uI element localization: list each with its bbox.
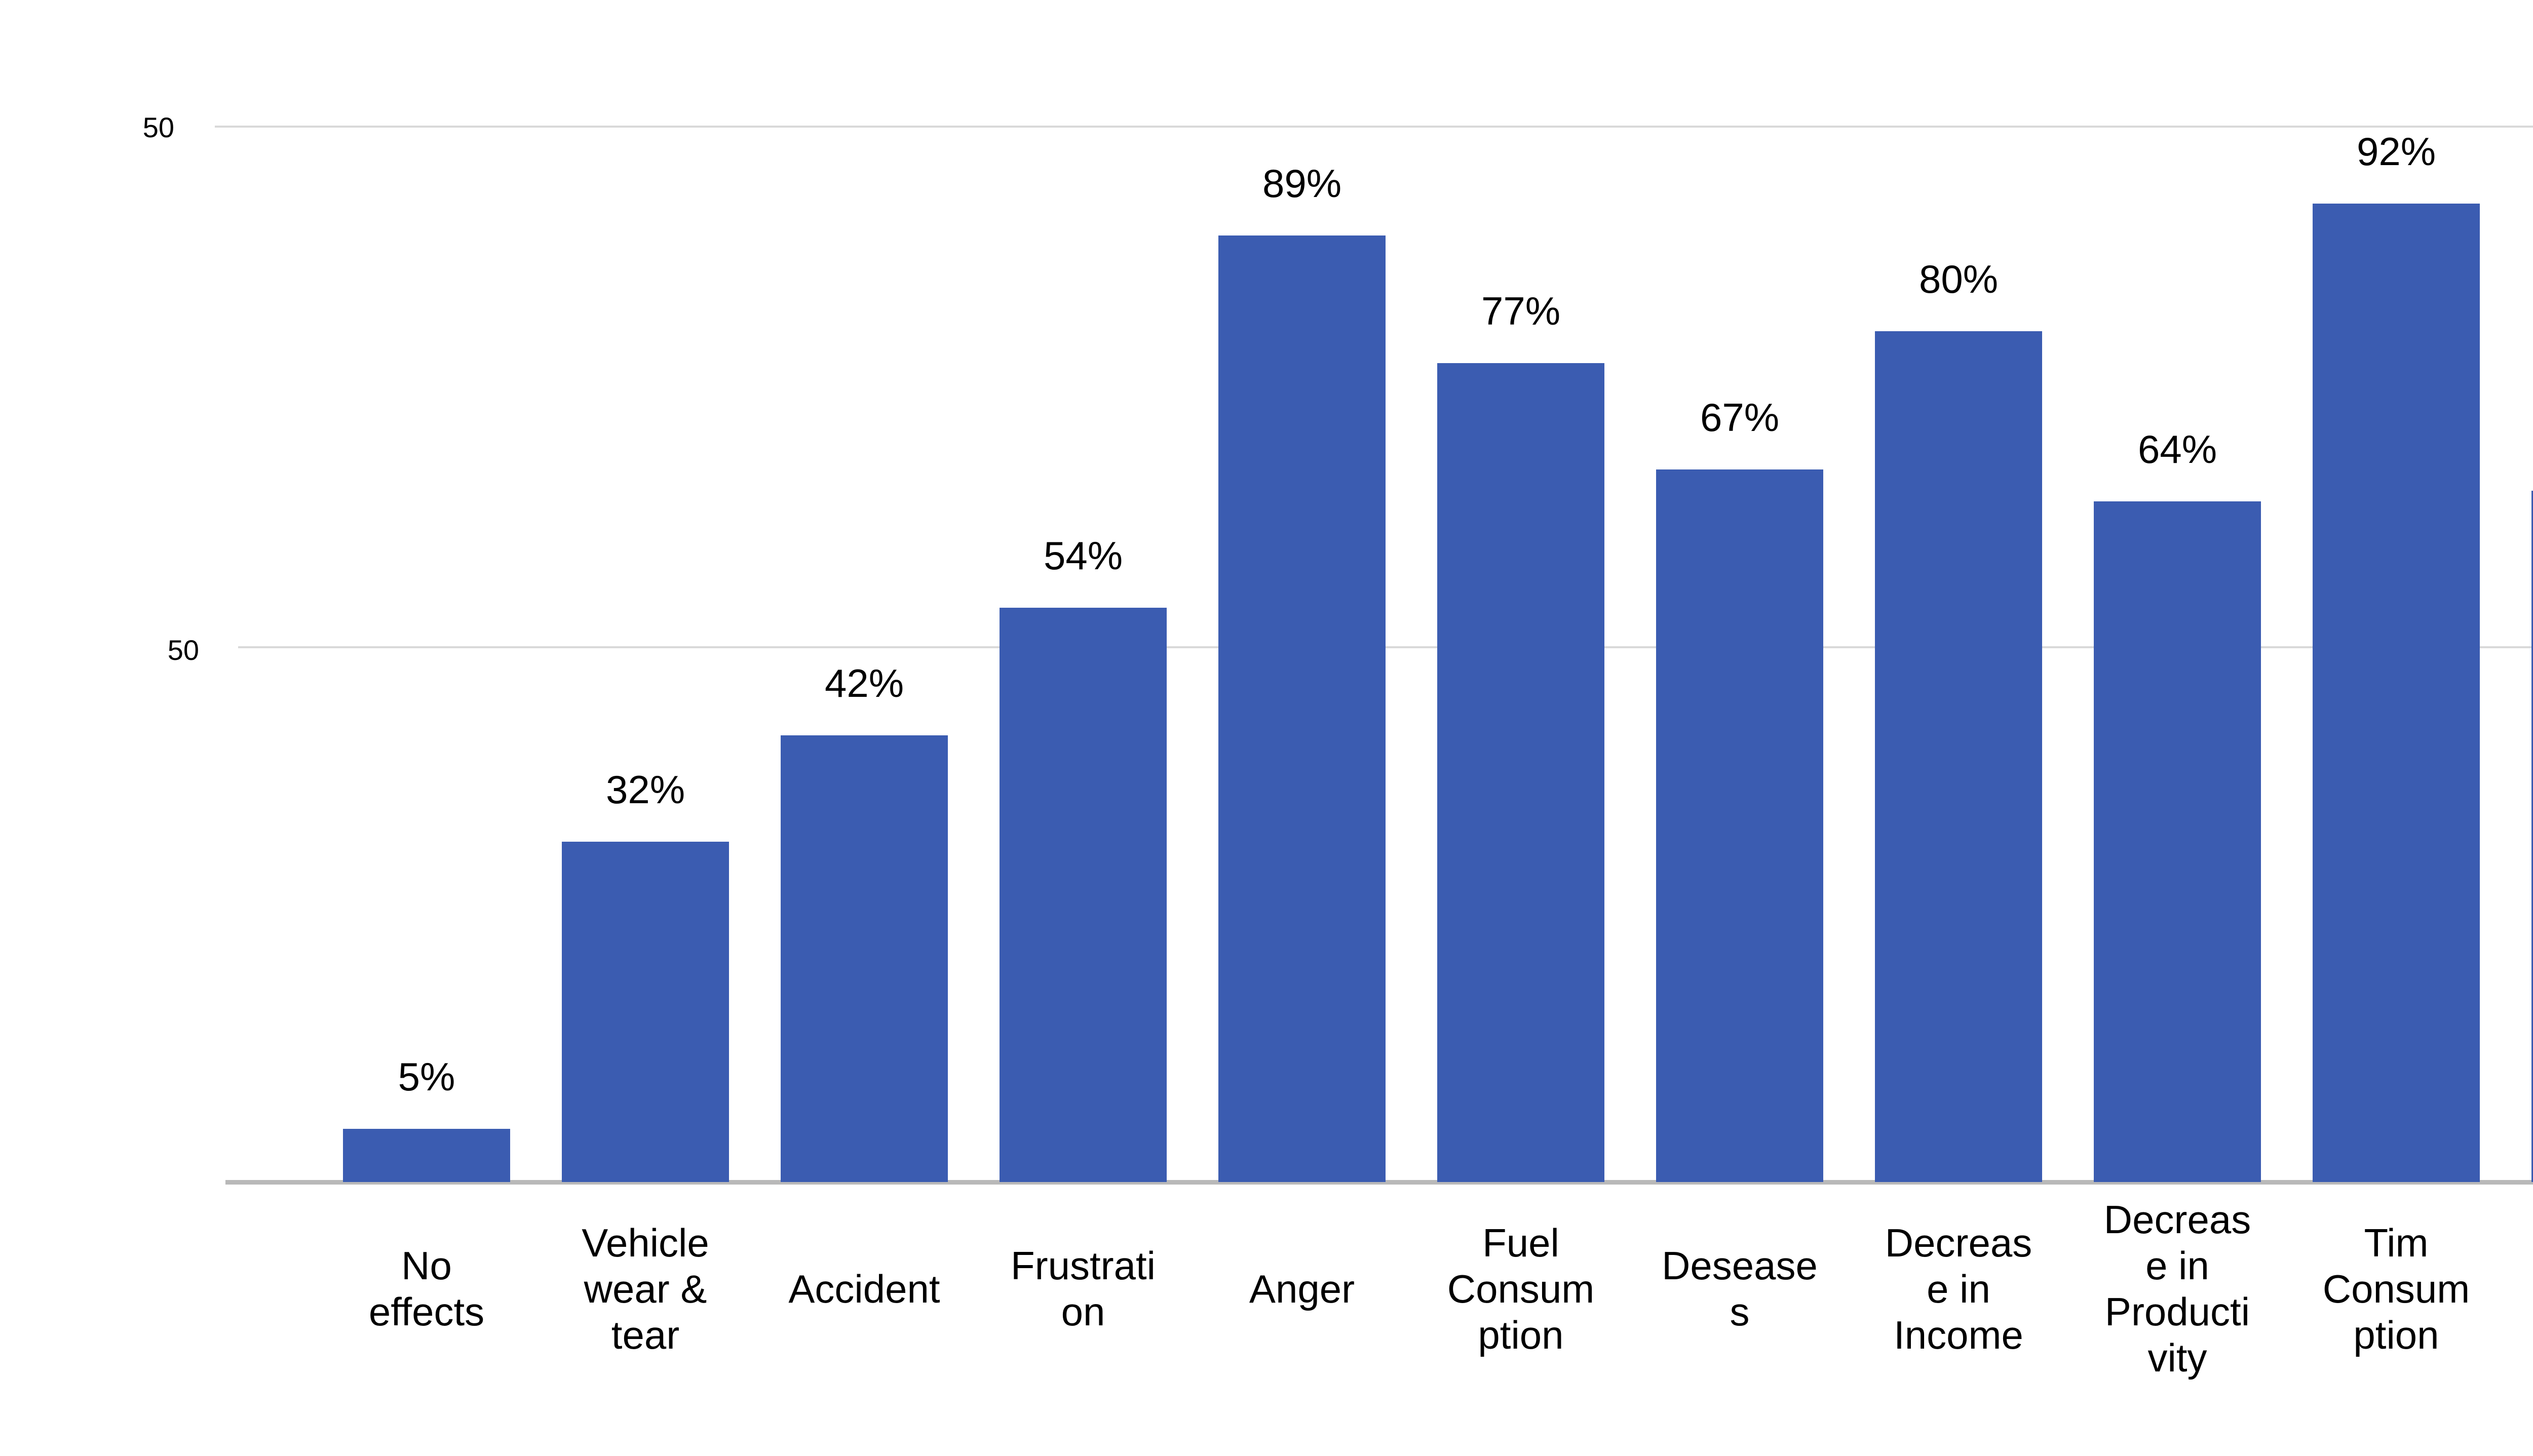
bar-value-label: 89% — [1262, 161, 1342, 206]
category-label: Tim Consum ption — [2322, 1220, 2470, 1357]
bar — [2094, 501, 2261, 1182]
bar — [1437, 363, 1604, 1182]
category-label: Fuel Consum ption — [1447, 1220, 1595, 1357]
bar-value-label: 77% — [1481, 289, 1561, 333]
bar-value-label: 54% — [1043, 533, 1123, 578]
gridline-top — [215, 126, 2533, 128]
bar-value-label: 64% — [2137, 427, 2217, 471]
bar-value-label: 67% — [1700, 395, 1780, 440]
bar — [1000, 608, 1167, 1182]
category-label: Anger — [1249, 1266, 1355, 1311]
category-label: Decreas e in Income — [1885, 1220, 2032, 1357]
bar-value-label: 80% — [1918, 257, 1999, 301]
category-label: Decreas e in Producti vity — [2103, 1197, 2251, 1380]
bar-value-label: 42% — [824, 661, 904, 705]
bar-value-label: 92% — [2356, 129, 2436, 174]
bar — [1218, 235, 1386, 1182]
bar-value-label: 5% — [398, 1054, 455, 1099]
bar — [562, 842, 729, 1182]
category-label: Vehicle wear & tear — [582, 1220, 709, 1357]
bar — [343, 1129, 510, 1182]
bar-value-label: 65% — [2506, 416, 2533, 461]
bar — [1875, 331, 2042, 1182]
category-label: Accident — [788, 1266, 940, 1311]
y-axis-tick-label-top: 50 — [142, 111, 174, 143]
gridline-middle — [238, 646, 2533, 648]
bar — [2313, 204, 2480, 1182]
bar — [781, 735, 948, 1182]
category-label: Frustrati on — [1010, 1243, 1156, 1334]
category-label: No effects — [368, 1243, 485, 1334]
category-label: Desease s — [1662, 1243, 1818, 1334]
y-axis-tick-label-middle: 50 — [167, 634, 199, 666]
category-label: Pollution — [2504, 1266, 2533, 1312]
bar-value-label: 32% — [605, 767, 685, 812]
bar — [1656, 469, 1823, 1182]
bar — [2531, 491, 2533, 1182]
x-axis-line — [225, 1180, 2533, 1185]
